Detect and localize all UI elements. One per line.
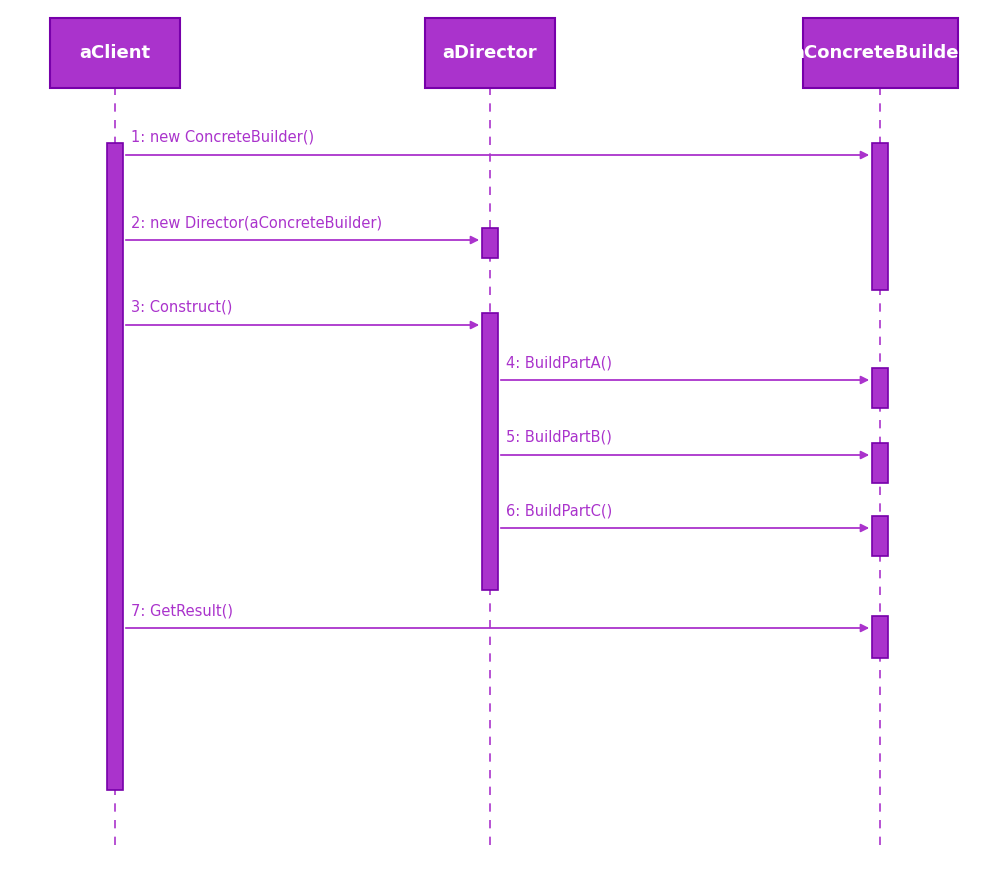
Text: 2: new Director(aConcreteBuilder): 2: new Director(aConcreteBuilder) [131, 215, 382, 230]
FancyBboxPatch shape [482, 313, 498, 590]
Text: 5: BuildPartB(): 5: BuildPartB() [506, 430, 612, 445]
FancyBboxPatch shape [872, 516, 888, 556]
Text: 7: GetResult(): 7: GetResult() [131, 603, 233, 618]
FancyBboxPatch shape [425, 18, 555, 88]
FancyBboxPatch shape [872, 143, 888, 290]
FancyBboxPatch shape [107, 143, 123, 790]
Text: 1: new ConcreteBuilder(): 1: new ConcreteBuilder() [131, 130, 315, 145]
Text: 4: BuildPartA(): 4: BuildPartA() [506, 355, 612, 370]
FancyBboxPatch shape [803, 18, 958, 88]
Text: 3: Construct(): 3: Construct() [131, 300, 232, 315]
FancyBboxPatch shape [872, 616, 888, 658]
Text: 6: BuildPartC(): 6: BuildPartC() [506, 503, 612, 518]
Text: aConcreteBuilder: aConcreteBuilder [792, 44, 968, 62]
FancyBboxPatch shape [50, 18, 180, 88]
Text: aClient: aClient [79, 44, 151, 62]
FancyBboxPatch shape [872, 368, 888, 408]
FancyBboxPatch shape [482, 228, 498, 258]
FancyBboxPatch shape [872, 443, 888, 483]
Text: aDirector: aDirector [442, 44, 538, 62]
